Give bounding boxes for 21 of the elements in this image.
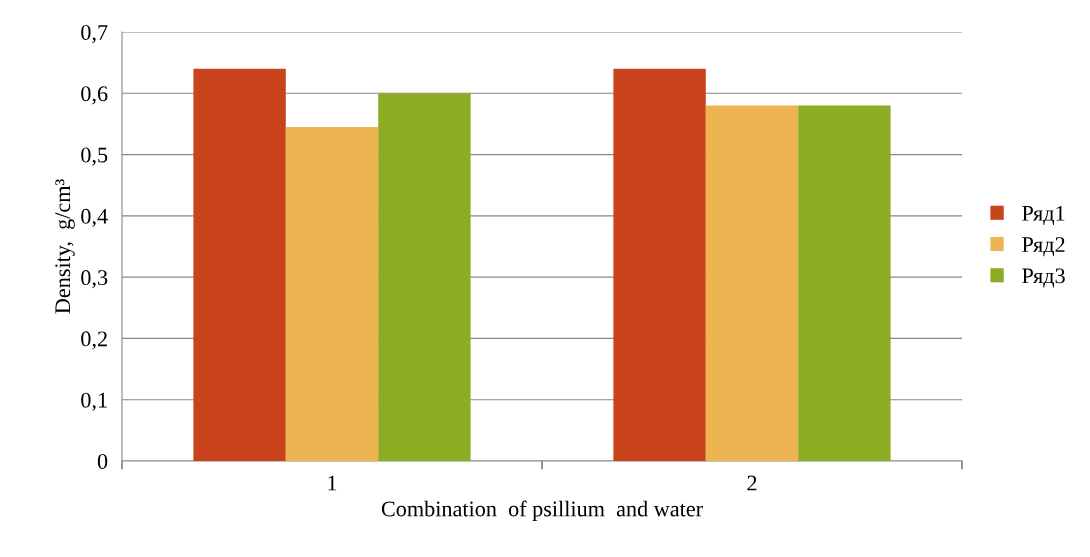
y-tick-label: 0,5 xyxy=(81,147,108,166)
y-tick-label: 0,1 xyxy=(81,392,107,411)
x-axis-title: Combination of psillium and water xyxy=(381,500,703,521)
y-axis-title: Density, g/cm³ xyxy=(55,179,75,314)
x-tick-label: 2 xyxy=(747,475,757,491)
legend-label: Ряд2 xyxy=(1022,237,1065,257)
y-tick-label: 0,3 xyxy=(81,270,108,289)
y-tick-label: 0 xyxy=(97,453,108,469)
y-tick-label: 0,4 xyxy=(81,208,108,227)
x-tick-label: 1 xyxy=(328,475,337,491)
bar xyxy=(285,126,379,461)
legend-label: Ряд1 xyxy=(1022,205,1065,225)
bar xyxy=(378,93,471,461)
bar xyxy=(705,105,799,461)
y-tick-label: 0,6 xyxy=(81,86,108,105)
bar xyxy=(798,105,891,461)
bar xyxy=(193,68,286,461)
bar xyxy=(613,68,706,461)
y-tick-label: 0,7 xyxy=(81,24,108,44)
legend-label: Ряд3 xyxy=(1022,268,1065,288)
y-tick-label: 0,2 xyxy=(81,331,107,350)
